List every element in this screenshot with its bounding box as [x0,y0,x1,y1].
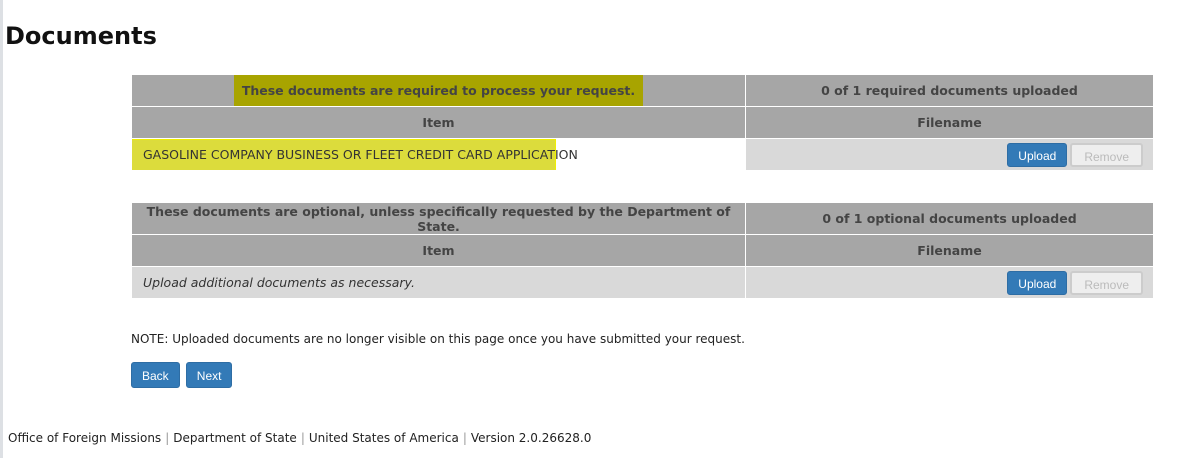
column-header-filename: Filename [745,234,1154,267]
required-caption-text: These documents are required to process … [233,75,644,106]
navigation-buttons: Back Next [131,362,233,388]
column-header-item: Item [131,234,746,267]
page-title: Documents [5,22,157,50]
required-documents-table: These documents are required to process … [131,74,1154,171]
column-header-item: Item [131,106,746,139]
footer-version: Version 2.0.26628.0 [470,431,592,445]
optional-count: 0 of 1 optional documents uploaded [745,202,1154,235]
back-button[interactable]: Back [131,362,180,388]
left-border [0,0,3,458]
required-caption: These documents are required to process … [131,74,746,107]
item-cell: Upload additional documents as necessary… [131,266,746,299]
footer-office: Office of Foreign Missions [8,431,162,445]
table-row: GASOLINE COMPANY BUSINESS OR FLEET CREDI… [131,138,1154,171]
footer-department: Department of State [173,431,297,445]
next-button[interactable]: Next [185,362,233,388]
column-header-filename: Filename [745,106,1154,139]
footer: Office of Foreign Missions | Department of… [8,431,592,445]
filename-cell: Upload Remove [745,266,1154,299]
upload-note: NOTE: Uploaded documents are no longer v… [131,332,745,346]
optional-caption: These documents are optional, unless spe… [131,202,746,235]
upload-button[interactable]: Upload [1007,270,1068,295]
optional-documents-table: These documents are optional, unless spe… [131,202,1154,299]
upload-button[interactable]: Upload [1007,142,1068,167]
table-row: Upload additional documents as necessary… [131,266,1154,299]
required-count: 0 of 1 required documents uploaded [745,74,1154,107]
footer-country: United States of America [308,431,459,445]
remove-button: Remove [1070,142,1143,167]
remove-button: Remove [1070,270,1143,295]
filename-cell: Upload Remove [745,138,1154,171]
item-cell: GASOLINE COMPANY BUSINESS OR FLEET CREDI… [131,138,746,171]
